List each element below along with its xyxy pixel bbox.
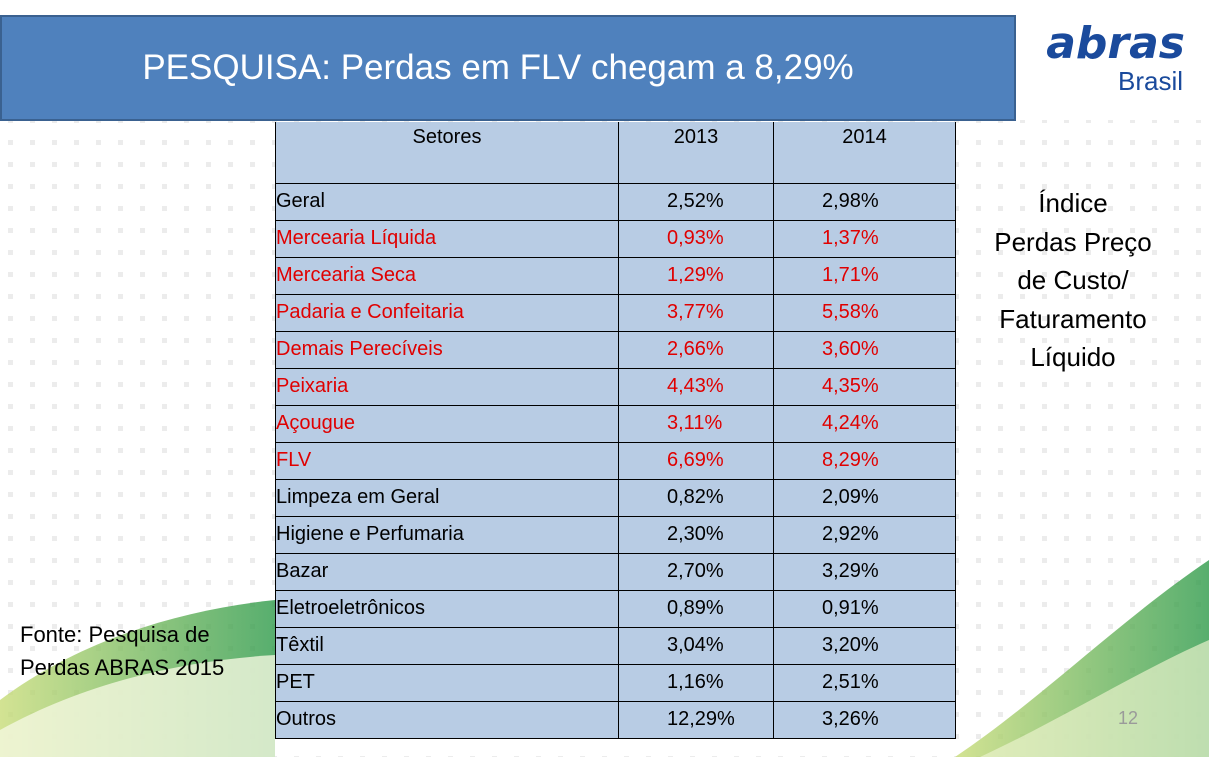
value-cell: 1,29% <box>618 256 774 295</box>
sector-cell: Mercearia Líquida <box>275 219 619 258</box>
value-cell: 2,52% <box>618 182 774 221</box>
side-note-line: Índice <box>1038 188 1108 218</box>
table-row: FLV 6,69% 8,29% <box>275 441 956 480</box>
sector-cell: Têxtil <box>275 626 619 665</box>
value-cell: 2,92% <box>773 515 956 554</box>
value-cell: 0,93% <box>618 219 774 258</box>
table-row: Demais Perecíveis 2,66% 3,60% <box>275 330 956 369</box>
sector-cell: FLV <box>275 441 619 480</box>
table-row: Bazar 2,70% 3,29% <box>275 552 956 591</box>
sector-cell: Mercearia Seca <box>275 256 619 295</box>
value-cell: 6,69% <box>618 441 774 480</box>
sector-cell: Açougue <box>275 404 619 443</box>
value-cell: 8,29% <box>773 441 956 480</box>
table-row: Padaria e Confeitaria 3,77% 5,58% <box>275 293 956 332</box>
table-row: Açougue 3,11% 4,24% <box>275 404 956 443</box>
value-cell: 1,71% <box>773 256 956 295</box>
value-cell: 3,60% <box>773 330 956 369</box>
value-cell: 2,30% <box>618 515 774 554</box>
side-note-line: de Custo/ <box>1017 265 1129 295</box>
sector-cell: Demais Perecíveis <box>275 330 619 369</box>
sector-cell: Geral <box>275 182 619 221</box>
value-cell: 1,16% <box>618 663 774 702</box>
table-row: Peixaria 4,43% 4,35% <box>275 367 956 406</box>
logo-name: abras <box>1046 18 1185 69</box>
table-row: Higiene e Perfumaria 2,30% 2,92% <box>275 515 956 554</box>
table-row: Outros 12,29% 3,26% <box>275 700 956 739</box>
sector-cell: Eletroeletrônicos <box>275 589 619 628</box>
title: PESQUISA: Perdas em FLV chegam a 8,29% <box>142 48 854 87</box>
sector-cell: Limpeza em Geral <box>275 478 619 517</box>
source-note: Fonte: Pesquisa de Perdas ABRAS 2015 <box>20 618 224 684</box>
value-cell: 12,29% <box>618 700 774 739</box>
loss-table: Setores 2013 2014 Geral 2,52% 2,98% Mercearia… <box>275 122 956 739</box>
value-cell: 2,98% <box>773 182 956 221</box>
logo: abras Brasil <box>1030 18 1205 96</box>
side-note-line: Perdas Preço <box>994 226 1152 257</box>
source-line: Fonte: Pesquisa de <box>20 622 210 647</box>
side-note: Índice Perdas Preço de Custo/Faturamento Lí… <box>960 184 1186 377</box>
value-cell: 4,43% <box>618 367 774 406</box>
value-cell: 4,35% <box>773 367 956 406</box>
value-cell: 3,29% <box>773 552 956 591</box>
column-header: 2014 <box>773 122 956 184</box>
value-cell: 1,37% <box>773 219 956 258</box>
title-bar: PESQUISA: Perdas em FLV chegam a 8,29% <box>0 15 1016 121</box>
side-note-line: Líquido <box>1030 342 1116 372</box>
page-number: 12 <box>1118 708 1139 728</box>
sector-cell: Padaria e Confeitaria <box>275 293 619 332</box>
table-row: Têxtil 3,04% 3,20% <box>275 626 956 665</box>
source-line: Perdas ABRAS 2015 <box>20 655 225 680</box>
sector-cell: Outros <box>275 700 619 739</box>
column-header: 2013 <box>618 122 774 184</box>
value-cell: 3,04% <box>618 626 774 665</box>
value-cell: 3,77% <box>618 293 774 332</box>
value-cell: 2,51% <box>773 663 956 702</box>
value-cell: 2,09% <box>773 478 956 517</box>
table-row: Geral 2,52% 2,98% <box>275 182 956 221</box>
value-cell: 0,82% <box>618 478 774 517</box>
sector-cell: Higiene e Perfumaria <box>275 515 619 554</box>
column-header: Setores <box>275 122 619 184</box>
value-cell: 0,89% <box>618 589 774 628</box>
value-cell: 3,20% <box>773 626 956 665</box>
value-cell: 2,66% <box>618 330 774 369</box>
value-cell: 3,26% <box>773 700 956 739</box>
table-row: Eletroeletrônicos 0,89% 0,91% <box>275 589 956 628</box>
value-cell: 5,58% <box>773 293 956 332</box>
value-cell: 0,91% <box>773 589 956 628</box>
side-note-line: Faturamento <box>999 303 1147 334</box>
value-cell: 4,24% <box>773 404 956 443</box>
table-row: Mercearia Líquida 0,93% 1,37% <box>275 219 956 258</box>
table-row: PET 1,16% 2,51% <box>275 663 956 702</box>
sector-cell: Peixaria <box>275 367 619 406</box>
value-cell: 3,11% <box>618 404 774 443</box>
logo-country: Brasil <box>1117 66 1183 96</box>
sector-cell: Bazar <box>275 552 619 591</box>
table-row: Limpeza em Geral 0,82% 2,09% <box>275 478 956 517</box>
sector-cell: PET <box>275 663 619 702</box>
table-row: Mercearia Seca 1,29% 1,71% <box>275 256 956 295</box>
value-cell: 2,70% <box>618 552 774 591</box>
